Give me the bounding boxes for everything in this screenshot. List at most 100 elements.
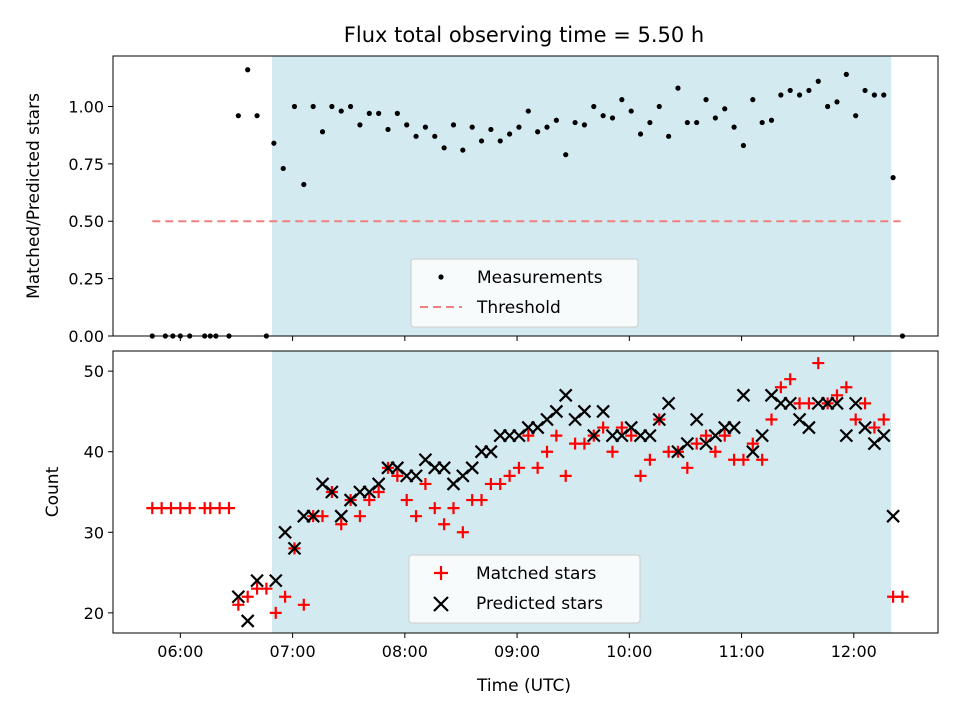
- measurement-point: [376, 110, 382, 116]
- predicted-star-point: [661, 396, 676, 411]
- matched-star-point: [428, 502, 441, 515]
- measurement-point: [628, 108, 634, 114]
- matched-star-point: [512, 461, 525, 474]
- measurement-point: [591, 103, 597, 110]
- matched-star-point: [615, 421, 628, 434]
- measurement-point: [740, 142, 747, 149]
- bottom-panel: 20 30 40 50 06:00 07:00 08:00 09:00 10:00 11:00 1…: [43, 350, 939, 696]
- measurement-point: [609, 115, 616, 121]
- measurement-point: [787, 87, 793, 94]
- measurement-point: [432, 133, 438, 139]
- measurement-point: [694, 119, 700, 126]
- predicted-star-point: [549, 404, 564, 419]
- matched-star-point: [896, 590, 909, 603]
- matched-star-point: [550, 429, 563, 442]
- legend-predicted-marker: [433, 596, 449, 612]
- predicted-star-point: [240, 614, 255, 628]
- matched-star-point: [765, 413, 778, 426]
- measurement-point: [871, 92, 877, 98]
- predicted-star-point: [689, 412, 704, 427]
- measurement-point: [478, 138, 485, 144]
- bottom-plot-frame: [112, 350, 939, 634]
- x-axis-label: Time (UTC): [476, 676, 571, 696]
- measurement-point: [600, 113, 606, 119]
- measurement-point: [778, 92, 784, 98]
- matched-star-point: [868, 421, 881, 434]
- top-legend: Measurements Threshold: [410, 258, 639, 328]
- matched-star-point: [456, 526, 469, 539]
- measurement-point: [441, 145, 447, 151]
- top-legend-box: [410, 258, 639, 328]
- matched-star-point: [774, 381, 787, 394]
- y-tick-label: 0.25: [68, 270, 104, 289]
- measurement-point: [834, 99, 840, 105]
- matched-star-point: [643, 453, 656, 466]
- matched-star-point: [690, 437, 703, 450]
- measurement-point: [347, 103, 354, 110]
- matched-star-point: [353, 510, 366, 523]
- measurement-point: [366, 110, 372, 116]
- predicted-star-point: [437, 461, 451, 475]
- predicted-star-point: [839, 428, 854, 443]
- matched-star-point: [681, 461, 694, 474]
- top-plot-frame: [112, 55, 939, 337]
- measurement-point: [506, 131, 513, 137]
- measurement-point: [357, 122, 363, 128]
- predicted-star-point: [334, 509, 349, 523]
- measurement-point: [235, 113, 241, 119]
- measurement-point: [254, 113, 260, 119]
- measurement-point: [825, 103, 831, 110]
- matched-star-point: [746, 437, 759, 450]
- predicted-star-point: [465, 461, 479, 475]
- measurement-point: [572, 119, 578, 126]
- measurement-point: [553, 117, 559, 123]
- measurement-point: [796, 92, 803, 98]
- predicted-star-point: [231, 589, 246, 604]
- measurement-point: [684, 119, 690, 126]
- measurement-point: [469, 124, 475, 130]
- measurement-point: [319, 129, 326, 135]
- measurement-point: [544, 124, 550, 130]
- bottom-legend: Matched stars Predicted stars: [408, 554, 641, 624]
- measurement-point: [712, 115, 718, 121]
- measurement-point: [535, 129, 541, 135]
- top-panel: 0.00 0.25 0.50 0.75 1.00 Matched/Predicted s…: [24, 55, 939, 346]
- matched-star-point: [812, 357, 825, 370]
- legend-measurement-marker: [438, 274, 444, 280]
- matched-star-point: [606, 445, 619, 458]
- measurement-point: [750, 97, 756, 103]
- predicted-star-point: [278, 525, 292, 540]
- matched-star-point: [269, 606, 282, 619]
- predicted-star-point: [783, 396, 797, 411]
- measurement-point: [815, 78, 821, 84]
- predicted-star-point: [858, 420, 872, 435]
- x-tick-label: 07:00: [270, 642, 316, 661]
- measurement-point: [722, 106, 728, 112]
- predicted-star-point: [371, 477, 386, 491]
- predicted-star-point: [484, 444, 498, 459]
- x-tick-label: 12:00: [831, 642, 877, 661]
- matched-star-point: [447, 502, 460, 515]
- measurement-point: [310, 103, 316, 110]
- predicted-star-point: [250, 573, 264, 588]
- matched-star-point: [784, 373, 797, 386]
- y-tick-label: 40: [84, 443, 104, 462]
- predicted-star-point: [802, 420, 816, 435]
- measurement-point: [516, 124, 522, 130]
- y-tick-label: 0.50: [68, 212, 104, 231]
- predicted-star-point: [268, 573, 283, 588]
- measurement-point: [862, 87, 868, 94]
- legend-matched-label: Matched stars: [476, 564, 596, 584]
- measurement-point: [843, 71, 849, 77]
- matched-star-point: [700, 429, 713, 442]
- matched-star-point: [859, 397, 872, 410]
- bottom-legend-box: [408, 554, 641, 624]
- matched-star-point: [279, 590, 292, 603]
- y-tick-label: 0.75: [68, 155, 104, 174]
- y-tick-label: 1.00: [68, 97, 104, 116]
- matched-star-point: [849, 413, 862, 426]
- x-tick-label: 11:00: [719, 642, 765, 661]
- measurement-point: [450, 122, 457, 128]
- matched-star-point: [625, 429, 638, 442]
- matched-star-point: [297, 598, 310, 611]
